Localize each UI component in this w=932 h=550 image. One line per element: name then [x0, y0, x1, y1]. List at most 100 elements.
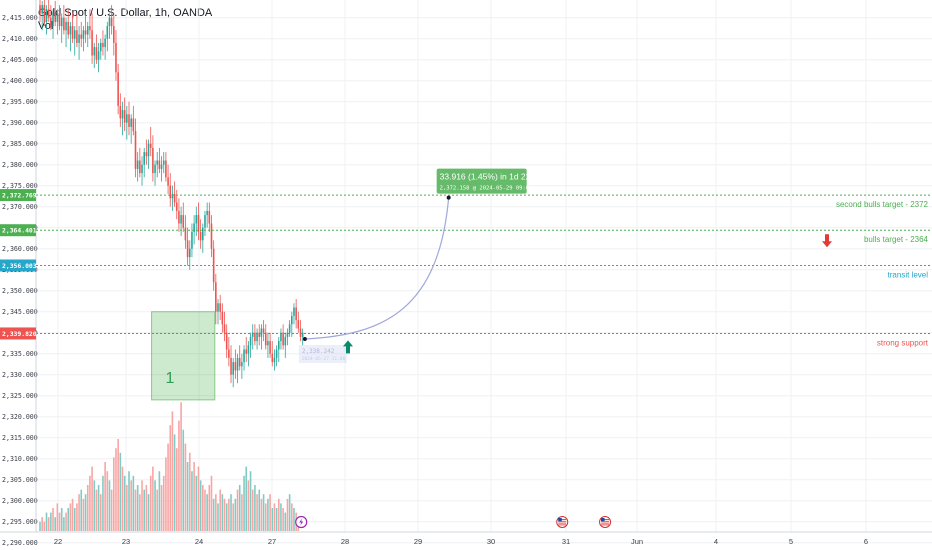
candle-body — [245, 349, 248, 354]
y-tick-label: 2,315.000 — [2, 434, 38, 442]
candle-body — [145, 152, 148, 157]
arrow-down-icon — [822, 234, 832, 248]
volume-bar — [191, 471, 193, 531]
candle-body — [204, 215, 206, 228]
candle-body — [169, 185, 172, 199]
y-tick-label: 2,295.000 — [2, 518, 38, 526]
candle-body — [186, 240, 189, 258]
volume-bar — [273, 503, 276, 531]
candle-body — [162, 160, 165, 165]
candle-body — [182, 215, 185, 228]
candle-body — [180, 215, 182, 224]
volume-bar — [186, 462, 189, 531]
volume-bar — [117, 439, 119, 531]
volume-bar — [63, 517, 65, 531]
projection-start-sub: 2024-05-27 11:00 — [302, 356, 346, 362]
candle-body — [106, 26, 109, 39]
volume-bar — [293, 508, 295, 531]
candle-body — [232, 362, 234, 375]
candle-body — [254, 332, 256, 342]
volume-bar — [149, 475, 152, 531]
volume-bar — [78, 494, 80, 531]
x-tick-label: 6 — [864, 537, 868, 546]
x-tick-label: 22 — [54, 537, 62, 546]
volume-bar — [284, 512, 287, 531]
x-tick-label: 27 — [268, 537, 276, 546]
lightning-glyph — [299, 518, 304, 526]
volume-bar — [197, 466, 200, 531]
volume-bar — [277, 498, 280, 531]
y-tick-label: 2,320.000 — [2, 413, 38, 421]
volume-bar — [169, 425, 172, 531]
candle-body — [113, 26, 115, 43]
candle-body — [238, 357, 241, 367]
volume-bar — [180, 402, 182, 531]
volume-bar — [249, 471, 252, 531]
volume-bar — [247, 480, 250, 531]
symbol-title[interactable]: Gold Spot / U.S. Dollar, 1h, OANDA — [38, 7, 213, 19]
candle-body — [47, 9, 50, 18]
candle-body — [208, 210, 211, 224]
candle-body — [95, 47, 98, 60]
volume-bar — [184, 443, 187, 531]
volume-bar — [147, 494, 150, 531]
candle-body — [267, 341, 269, 346]
candle-body — [152, 147, 154, 174]
candle-body — [210, 223, 213, 249]
y-tick-label: 2,385.000 — [2, 140, 38, 148]
candle-body — [56, 13, 59, 22]
candle-body — [191, 231, 193, 249]
y-tick-label: 2,305.000 — [2, 476, 38, 484]
volume-bar — [141, 480, 143, 531]
volume-bar — [160, 485, 163, 531]
volume-bar — [154, 480, 156, 531]
volume-bar — [69, 503, 72, 531]
candle-body — [273, 357, 276, 363]
volume-bar — [67, 508, 70, 531]
level-price-tag-text: 2,364.401 — [2, 227, 37, 235]
volume-bar — [121, 466, 124, 531]
candle-body — [262, 328, 265, 333]
volume-bar — [99, 494, 102, 531]
y-tick-label: 2,345.000 — [2, 308, 38, 316]
volume-bar — [132, 475, 135, 531]
candle-body — [149, 143, 152, 148]
volume-bar — [243, 475, 245, 531]
candle-body — [60, 17, 63, 27]
candle-body — [147, 143, 150, 157]
volume-bar — [97, 485, 100, 531]
candle-body — [195, 215, 198, 224]
candle-body — [65, 21, 67, 31]
volume-bar — [175, 448, 178, 531]
volume-bar — [73, 508, 76, 531]
candle-body — [110, 17, 113, 27]
volume-bar — [123, 475, 126, 531]
volume-bar — [260, 498, 263, 531]
volume-bar — [102, 475, 104, 531]
candle-body — [160, 164, 163, 169]
volume-bar — [56, 503, 59, 531]
level-label: second bulls target - 2372 — [836, 200, 929, 209]
level-price-tag — [0, 327, 36, 340]
candle-body — [76, 30, 78, 43]
volume-bar — [86, 485, 89, 531]
y-tick-label: 2,395.000 — [2, 98, 38, 106]
projection-label-main: 33.916 (1.45%) in 1d 22h — [440, 172, 536, 182]
projection-label-sub: 2,372.158 @ 2024-05-29 09:00 — [440, 186, 533, 192]
candle-body — [228, 349, 230, 358]
projection-label-box — [436, 168, 527, 194]
volume-bar — [275, 508, 278, 531]
candle-body — [97, 51, 100, 60]
volume-bar — [282, 508, 284, 531]
volume-bar — [238, 485, 241, 531]
candle-body — [134, 131, 137, 169]
candle-body — [82, 30, 85, 39]
candle-body — [58, 13, 61, 27]
volume-bar — [215, 494, 217, 531]
level-label: transit level — [888, 270, 929, 279]
y-tick-label: 2,360.000 — [2, 245, 38, 253]
y-tick-label: 2,325.000 — [2, 392, 38, 400]
volume-bar — [95, 489, 98, 531]
candle-body — [188, 248, 191, 258]
